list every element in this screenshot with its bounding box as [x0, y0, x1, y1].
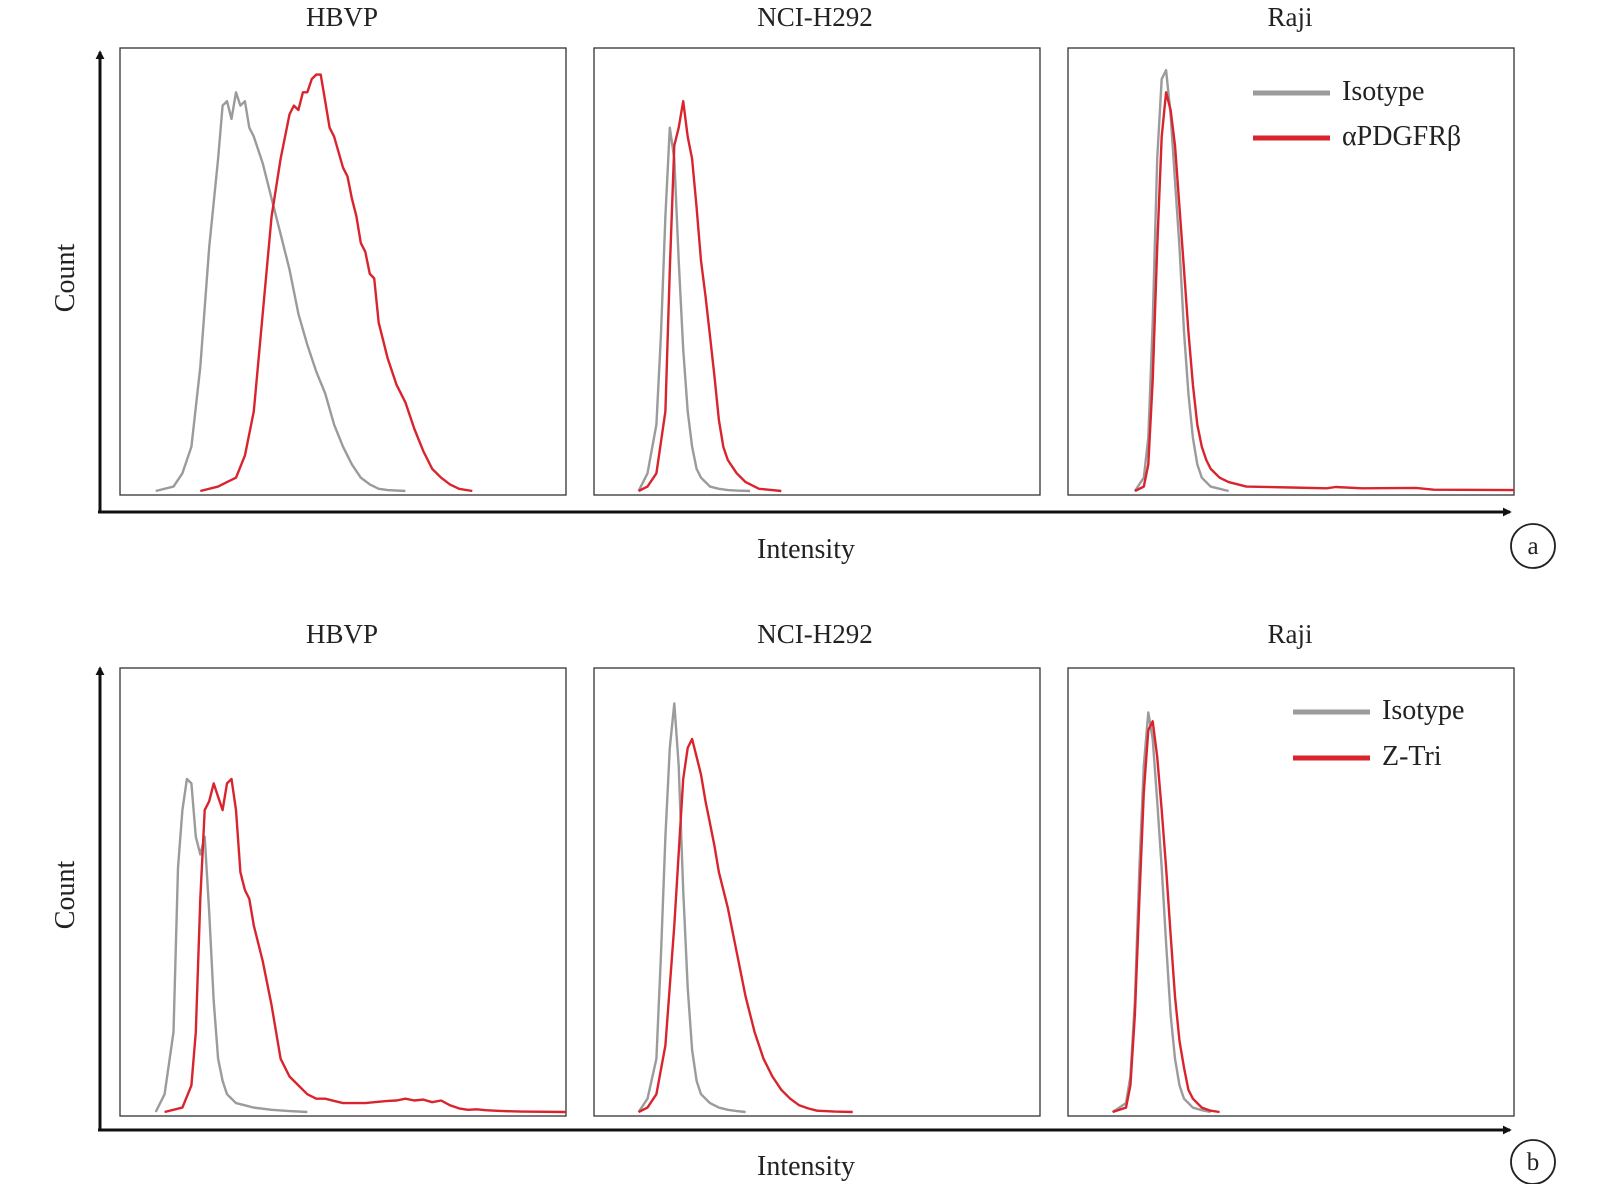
series-isotype-hbvp-b [154, 777, 308, 1114]
legend-isotype-label-b: Isotype [1382, 695, 1464, 726]
plot-frame-hbvp-a [119, 47, 567, 496]
row-tag-circle-b [1510, 1139, 1556, 1184]
y-axis-label-a: Count [50, 244, 81, 313]
legend-treatment-label-a: αPDGFRβ [1342, 121, 1461, 152]
panel-title-nci-h292-b: NCI-H292 [757, 619, 873, 649]
series-isotype-hbvp-a [155, 91, 406, 493]
legend-a: Isotype αPDGFRβ [1253, 76, 1461, 152]
row-a: HBVP NCI-H292 Raji Count Intensity a Iso… [50, 2, 1556, 569]
series-isotype-raji-b [1111, 711, 1211, 1114]
panel-title-raji-b: Raji [1268, 619, 1313, 649]
plot-frame-nci-h292-b [593, 667, 1041, 1117]
row-tag-circle-a [1510, 523, 1556, 569]
row-tag-text-b: b [1527, 1149, 1540, 1176]
series-treatment-nci-h292-a [638, 100, 782, 493]
series-treatment-raji-a [1134, 91, 1515, 493]
x-axis-label-a: Intensity [757, 534, 855, 565]
plot-frame-nci-h292-a [593, 47, 1041, 496]
series-isotype-nci-h292-b [637, 702, 746, 1114]
y-axis-label-b: Count [50, 861, 81, 930]
plot-frame-hbvp-b [119, 667, 567, 1117]
series-treatment-nci-h292-b [638, 737, 853, 1114]
legend-isotype-label-a: Isotype [1342, 76, 1424, 107]
panel-title-nci-h292-a: NCI-H292 [757, 2, 873, 32]
series-treatment-hbvp-b [164, 777, 567, 1114]
panel-title-hbvp-a: HBVP [306, 2, 378, 32]
panel-title-hbvp-b: HBVP [306, 619, 378, 649]
series-treatment-hbvp-a [200, 73, 473, 493]
legend-treatment-label-b: Z-Tri [1382, 741, 1442, 772]
series-isotype-raji-a [1133, 69, 1229, 493]
row-tag-a: a [1510, 523, 1556, 569]
row-tag-text-a: a [1527, 533, 1538, 560]
row-tag-b: b [1510, 1139, 1556, 1184]
x-axis-label-b: Intensity [757, 1151, 855, 1182]
plot-frame-raji-b [1067, 667, 1515, 1117]
legend-b: Isotype Z-Tri [1293, 695, 1464, 772]
series-isotype-nci-h292-a [637, 126, 751, 493]
series-treatment-raji-b [1112, 720, 1220, 1114]
histogram-curves [154, 69, 1515, 1114]
plot-frame-raji-a [1067, 47, 1515, 496]
panel-title-raji-a: Raji [1268, 2, 1313, 32]
row-b: HBVP NCI-H292 Raji Count Intensity b Iso… [50, 619, 1556, 1184]
